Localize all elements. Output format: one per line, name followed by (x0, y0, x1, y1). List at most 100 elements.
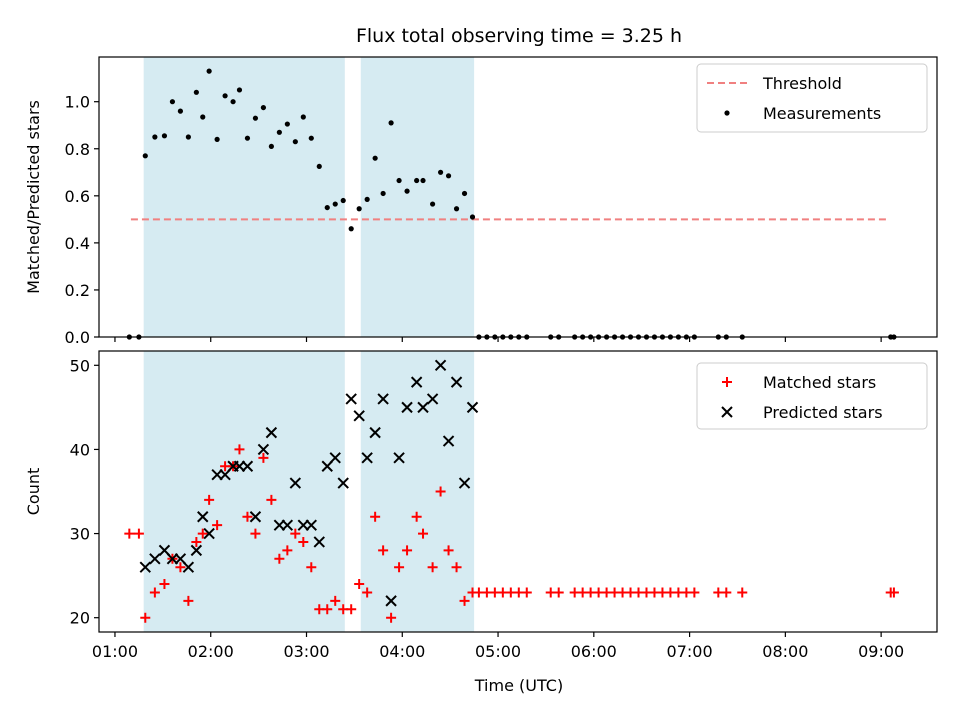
data-point-dot (420, 177, 426, 184)
data-point-plus (191, 536, 202, 547)
data-point-x (458, 477, 471, 489)
data-point-x (305, 519, 318, 531)
data-point-plus (197, 528, 208, 539)
data-point-x (401, 401, 413, 414)
data-point-plus (306, 562, 317, 573)
data-point-plus (290, 528, 301, 539)
data-point-plus (346, 604, 357, 615)
data-point-x (369, 426, 381, 439)
data-point-x (182, 561, 195, 573)
data-point-plus (418, 528, 429, 539)
x-axis-label: Time (UTC) (474, 676, 563, 695)
data-point-dot (230, 99, 236, 105)
data-point-dot (142, 153, 148, 159)
observing-window-span (143, 57, 345, 337)
y-tick-label: 1.0 (65, 93, 90, 112)
data-point-dot (396, 177, 402, 184)
data-point-dot (372, 155, 378, 161)
legend: Threshold Measurements (696, 63, 928, 133)
data-point-x (203, 527, 215, 540)
y-tick-label: 0.6 (65, 187, 90, 206)
data-point-dot (214, 136, 220, 142)
data-point-dot (445, 173, 452, 179)
data-point-plus (888, 587, 899, 598)
observing-window-span (360, 57, 475, 337)
y-tick-label: 0.2 (65, 281, 90, 300)
data-point-dot (300, 114, 306, 120)
x-tick-label: 01:00 (92, 642, 138, 661)
data-point-dot (268, 143, 274, 150)
data-point-plus (298, 536, 309, 547)
data-point-plus (266, 494, 277, 505)
data-point-plus (689, 587, 700, 598)
data-point-dot (236, 87, 243, 93)
data-point-plus (553, 587, 564, 598)
y-tick-label: 0.8 (65, 140, 90, 159)
data-point-x (385, 595, 397, 607)
count-panel: 20 30 40 50 01:00 02:00 03:00 04:00 05:00 06:00 07… (24, 350, 938, 661)
ratio-panel: 0.0 0.2 0.4 0.6 0.8 1.0 Matched/Predicted star… (24, 56, 938, 347)
data-point-plus (427, 562, 438, 573)
legend-label: Measurements (763, 104, 881, 123)
data-point-dot (316, 163, 322, 170)
data-point-plus (378, 545, 389, 556)
data-point-x (197, 511, 209, 523)
data-point-x (466, 401, 479, 414)
data-point-plus (234, 444, 245, 455)
x-tick-label: 07:00 (667, 642, 713, 661)
data-point-x (265, 426, 278, 439)
data-point-dot (252, 115, 259, 121)
data-point-dot (414, 177, 420, 184)
data-point-plus (282, 545, 293, 556)
data-point-plus (521, 587, 532, 598)
data-point-plus (159, 579, 170, 590)
data-point-dot (222, 93, 228, 99)
data-point-plus (402, 545, 413, 556)
data-point-plus (204, 494, 215, 505)
data-point-x (361, 452, 373, 464)
data-point-x (442, 435, 455, 447)
data-point-plus (386, 612, 397, 623)
data-point-dot (356, 206, 362, 212)
data-point-dot (453, 206, 460, 212)
data-point-x (281, 519, 294, 531)
y-tick-label: 0.4 (65, 234, 90, 253)
y-tick-label: 30 (70, 525, 90, 544)
data-point-dot (324, 204, 330, 211)
data-point-plus (250, 528, 261, 539)
data-point-plus (212, 520, 223, 531)
data-point-plus (258, 452, 269, 463)
data-point-plus (435, 486, 446, 497)
data-point-x (426, 393, 439, 405)
data-point-dot (340, 197, 346, 204)
data-point-x (149, 553, 161, 565)
data-point-dot (380, 190, 386, 197)
data-point-plus (394, 562, 405, 573)
data-point-dot (152, 134, 158, 140)
data-point-plus (149, 587, 160, 598)
data-point-dot (364, 196, 370, 202)
chart-title: Flux total observing time = 3.25 h (356, 25, 682, 47)
data-point-plus (443, 545, 454, 556)
data-point-dot (185, 134, 191, 140)
legend-swatch-dot (724, 110, 730, 116)
data-point-plus (737, 587, 748, 598)
y-tick-label: 50 (70, 356, 90, 375)
legend-label: Threshold (762, 74, 842, 93)
data-point-x (353, 410, 365, 422)
x-tick-label: 08:00 (762, 642, 808, 661)
legend-box (696, 362, 928, 430)
data-point-plus (140, 612, 151, 623)
data-point-dot (260, 104, 267, 111)
y-tick-label: 0.0 (65, 328, 90, 347)
data-point-dot (244, 135, 251, 141)
data-point-dot (161, 133, 168, 139)
data-point-x (289, 477, 302, 489)
data-point-plus (411, 511, 422, 522)
data-point-dot (276, 129, 282, 135)
data-point-plus (183, 595, 194, 606)
data-point-plus (274, 553, 285, 564)
data-point-plus (133, 528, 144, 539)
data-point-dot (200, 114, 206, 120)
data-point-plus (459, 595, 470, 606)
